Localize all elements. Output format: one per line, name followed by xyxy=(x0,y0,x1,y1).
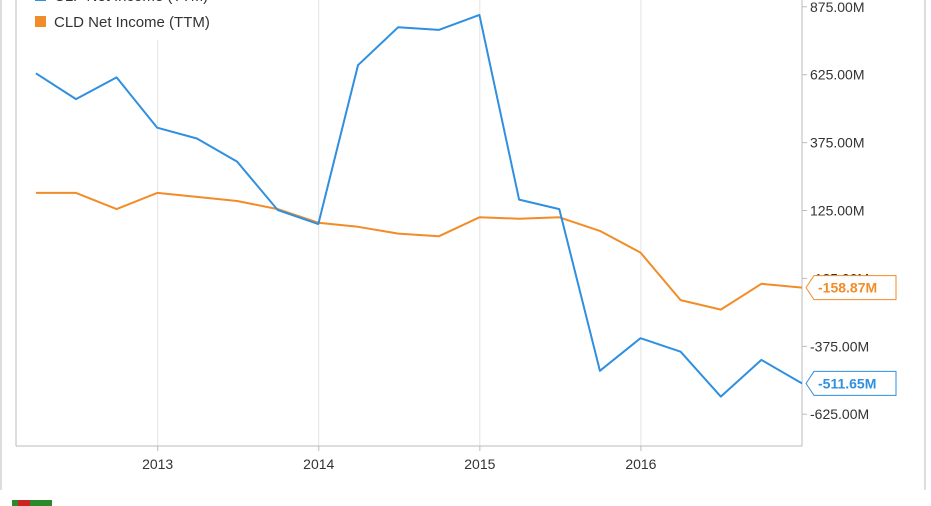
x-axis-ticks: 2013 2014 2015 2016 xyxy=(142,446,657,472)
legend-box xyxy=(20,0,270,40)
end-label-box-0 xyxy=(805,370,897,396)
end-labels: -511.65M -158.87M xyxy=(805,275,897,396)
y-tick-label: -375.00M xyxy=(810,338,869,354)
legend-label-0: CLF Net Income (TTM) xyxy=(54,0,208,5)
end-label-1: -158.87M xyxy=(818,280,877,296)
legend: CLF Net Income (TTM) CLD Net Income (TTM) xyxy=(20,0,270,40)
series-group xyxy=(35,13,803,398)
series-line-0 xyxy=(35,13,803,398)
y-tick-label: 375.00M xyxy=(810,135,864,151)
x-tick-label: 2015 xyxy=(464,456,495,472)
y-tick-label: 875.00M xyxy=(810,0,864,15)
end-label-box-1 xyxy=(805,275,897,301)
legend-swatch-0 xyxy=(35,0,46,1)
x-tick-label: 2014 xyxy=(303,456,334,472)
y-tick-label: -625.00M xyxy=(810,406,869,422)
x-tick-label: 2013 xyxy=(142,456,173,472)
x-tick-label: 2016 xyxy=(625,456,656,472)
vertical-gridlines xyxy=(157,0,642,446)
logo-badge xyxy=(12,500,52,506)
legend-label-1: CLD Net Income (TTM) xyxy=(54,14,210,31)
y-axis-ticks: 875.00M625.00M375.00M125.00M-125.00M-375… xyxy=(802,0,869,422)
series-line-1 xyxy=(35,191,803,311)
legend-swatch-1 xyxy=(35,16,46,27)
y-tick-label: 625.00M xyxy=(810,67,864,83)
end-label-0: -511.65M xyxy=(818,375,876,391)
y-tick-label: 125.00M xyxy=(810,203,864,219)
